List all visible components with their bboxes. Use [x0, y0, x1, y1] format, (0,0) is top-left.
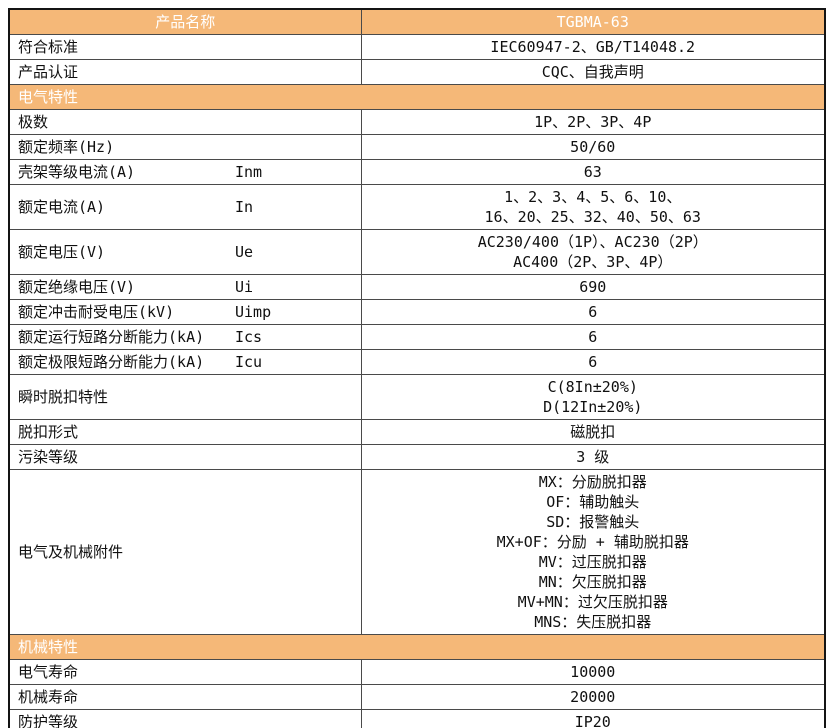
- spec-value: 6: [360, 324, 826, 350]
- section-title: 电气特性: [8, 84, 826, 110]
- column-header-model: TGBMA-63: [360, 8, 826, 35]
- spec-label: 产品认证: [8, 59, 362, 85]
- spec-value: 1、2、3、4、5、6、10、 16、20、25、32、40、50、63: [360, 184, 826, 230]
- spec-row: 额定运行短路分断能力(kA) Ics 6: [8, 324, 826, 350]
- column-header-product-name: 产品名称: [8, 8, 362, 35]
- spec-row: 额定频率(Hz) 50/60: [8, 134, 826, 160]
- spec-value: 3 级: [360, 444, 826, 470]
- spec-label-text: 额定运行短路分断能力(kA): [18, 328, 205, 346]
- spec-symbol: Ue: [235, 243, 254, 261]
- spec-value: CQC、自我声明: [360, 59, 826, 85]
- spec-row: 电气及机械附件 MX：分励脱扣器 OF：辅助触头 SD：报警触头 MX+OF：分励…: [8, 469, 826, 635]
- spec-symbol: Icu: [235, 353, 263, 371]
- spec-value: IP20: [360, 709, 826, 728]
- spec-row: 防护等级 IP20: [8, 709, 826, 728]
- spec-label-text: 壳架等级电流(A): [18, 163, 136, 181]
- spec-label: 电气及机械附件: [8, 469, 362, 635]
- spec-row: 电气寿命 10000: [8, 659, 826, 685]
- spec-label: 污染等级: [8, 444, 362, 470]
- spec-value: AC230/400（1P）、AC230（2P） AC400（2P、3P、4P）: [360, 229, 826, 275]
- spec-label-text: 额定频率(Hz): [18, 138, 115, 156]
- spec-value: MX：分励脱扣器 OF：辅助触头 SD：报警触头 MX+OF：分励 + 辅助脱扣…: [360, 469, 826, 635]
- spec-value: C(8In±20%) D(12In±20%): [360, 374, 826, 420]
- spec-label-text: 符合标准: [18, 38, 79, 56]
- spec-label-text: 电气及机械附件: [18, 543, 124, 561]
- spec-value: 6: [360, 299, 826, 325]
- spec-symbol: Uimp: [235, 303, 272, 321]
- spec-label: 防护等级: [8, 709, 362, 728]
- spec-label: 额定绝缘电压(V) Ui: [8, 274, 362, 300]
- spec-label: 额定频率(Hz): [8, 134, 362, 160]
- spec-value: 6: [360, 349, 826, 375]
- spec-label-text: 机械寿命: [18, 688, 79, 706]
- section-header-row: 电气特性: [8, 84, 826, 110]
- spec-symbol: In: [235, 198, 254, 216]
- spec-value: 磁脱扣: [360, 419, 826, 445]
- spec-row: 脱扣形式 磁脱扣: [8, 419, 826, 445]
- spec-row: 额定电流(A) In 1、2、3、4、5、6、10、 16、20、25、32、40、…: [8, 184, 826, 230]
- section-title: 机械特性: [8, 634, 826, 660]
- spec-table-body: 产品名称 TGBMA-63 符合标准 IEC60947-2、GB/T14048.2 产品…: [8, 8, 826, 728]
- spec-value: 10000: [360, 659, 826, 685]
- spec-row: 机械寿命 20000: [8, 684, 826, 710]
- product-spec-sheet: 产品名称 TGBMA-63 符合标准 IEC60947-2、GB/T14048.2 产品…: [8, 8, 826, 728]
- spec-label-text: 污染等级: [18, 448, 79, 466]
- spec-value: 50/60: [360, 134, 826, 160]
- spec-label-text: 防护等级: [18, 713, 79, 728]
- spec-row: 额定冲击耐受电压(kV) Uimp 6: [8, 299, 826, 325]
- spec-label: 脱扣形式: [8, 419, 362, 445]
- spec-value: 20000: [360, 684, 826, 710]
- spec-label-text: 电气寿命: [18, 663, 79, 681]
- spec-value: 63: [360, 159, 826, 185]
- table-header-row: 产品名称 TGBMA-63: [8, 8, 826, 35]
- section-header-row: 机械特性: [8, 634, 826, 660]
- spec-label-text: 极数: [18, 113, 49, 131]
- spec-label-text: 额定极限短路分断能力(kA): [18, 353, 205, 371]
- spec-label: 额定极限短路分断能力(kA) Icu: [8, 349, 362, 375]
- spec-label: 机械寿命: [8, 684, 362, 710]
- spec-label: 额定冲击耐受电压(kV) Uimp: [8, 299, 362, 325]
- spec-label-text: 脱扣形式: [18, 423, 79, 441]
- spec-label: 符合标准: [8, 34, 362, 60]
- spec-label-text: 产品认证: [18, 63, 79, 81]
- spec-label-text: 瞬时脱扣特性: [18, 388, 109, 406]
- spec-label-text: 额定绝缘电压(V): [18, 278, 136, 296]
- spec-symbol: Ics: [235, 328, 263, 346]
- spec-label: 壳架等级电流(A) Inm: [8, 159, 362, 185]
- spec-row: 额定电压(V) Ue AC230/400（1P）、AC230（2P） AC400（2…: [8, 229, 826, 275]
- spec-label: 额定电压(V) Ue: [8, 229, 362, 275]
- spec-label-text: 额定电压(V): [18, 243, 106, 261]
- spec-symbol: Inm: [235, 163, 263, 181]
- spec-symbol: Ui: [235, 278, 254, 296]
- spec-label: 瞬时脱扣特性: [8, 374, 362, 420]
- spec-value: IEC60947-2、GB/T14048.2: [360, 34, 826, 60]
- spec-row: 产品认证 CQC、自我声明: [8, 59, 826, 85]
- spec-label-text: 额定冲击耐受电压(kV): [18, 303, 175, 321]
- spec-row: 额定绝缘电压(V) Ui 690: [8, 274, 826, 300]
- spec-label-text: 额定电流(A): [18, 198, 106, 216]
- spec-table: 产品名称 TGBMA-63 符合标准 IEC60947-2、GB/T14048.2 产品…: [8, 8, 826, 728]
- spec-label: 电气寿命: [8, 659, 362, 685]
- spec-label: 额定运行短路分断能力(kA) Ics: [8, 324, 362, 350]
- spec-label: 极数: [8, 109, 362, 135]
- spec-value: 1P、2P、3P、4P: [360, 109, 826, 135]
- spec-value: 690: [360, 274, 826, 300]
- spec-row: 额定极限短路分断能力(kA) Icu 6: [8, 349, 826, 375]
- spec-row: 污染等级 3 级: [8, 444, 826, 470]
- spec-row: 极数 1P、2P、3P、4P: [8, 109, 826, 135]
- spec-row: 瞬时脱扣特性 C(8In±20%) D(12In±20%): [8, 374, 826, 420]
- spec-row: 壳架等级电流(A) Inm 63: [8, 159, 826, 185]
- spec-label: 额定电流(A) In: [8, 184, 362, 230]
- spec-row: 符合标准 IEC60947-2、GB/T14048.2: [8, 34, 826, 60]
